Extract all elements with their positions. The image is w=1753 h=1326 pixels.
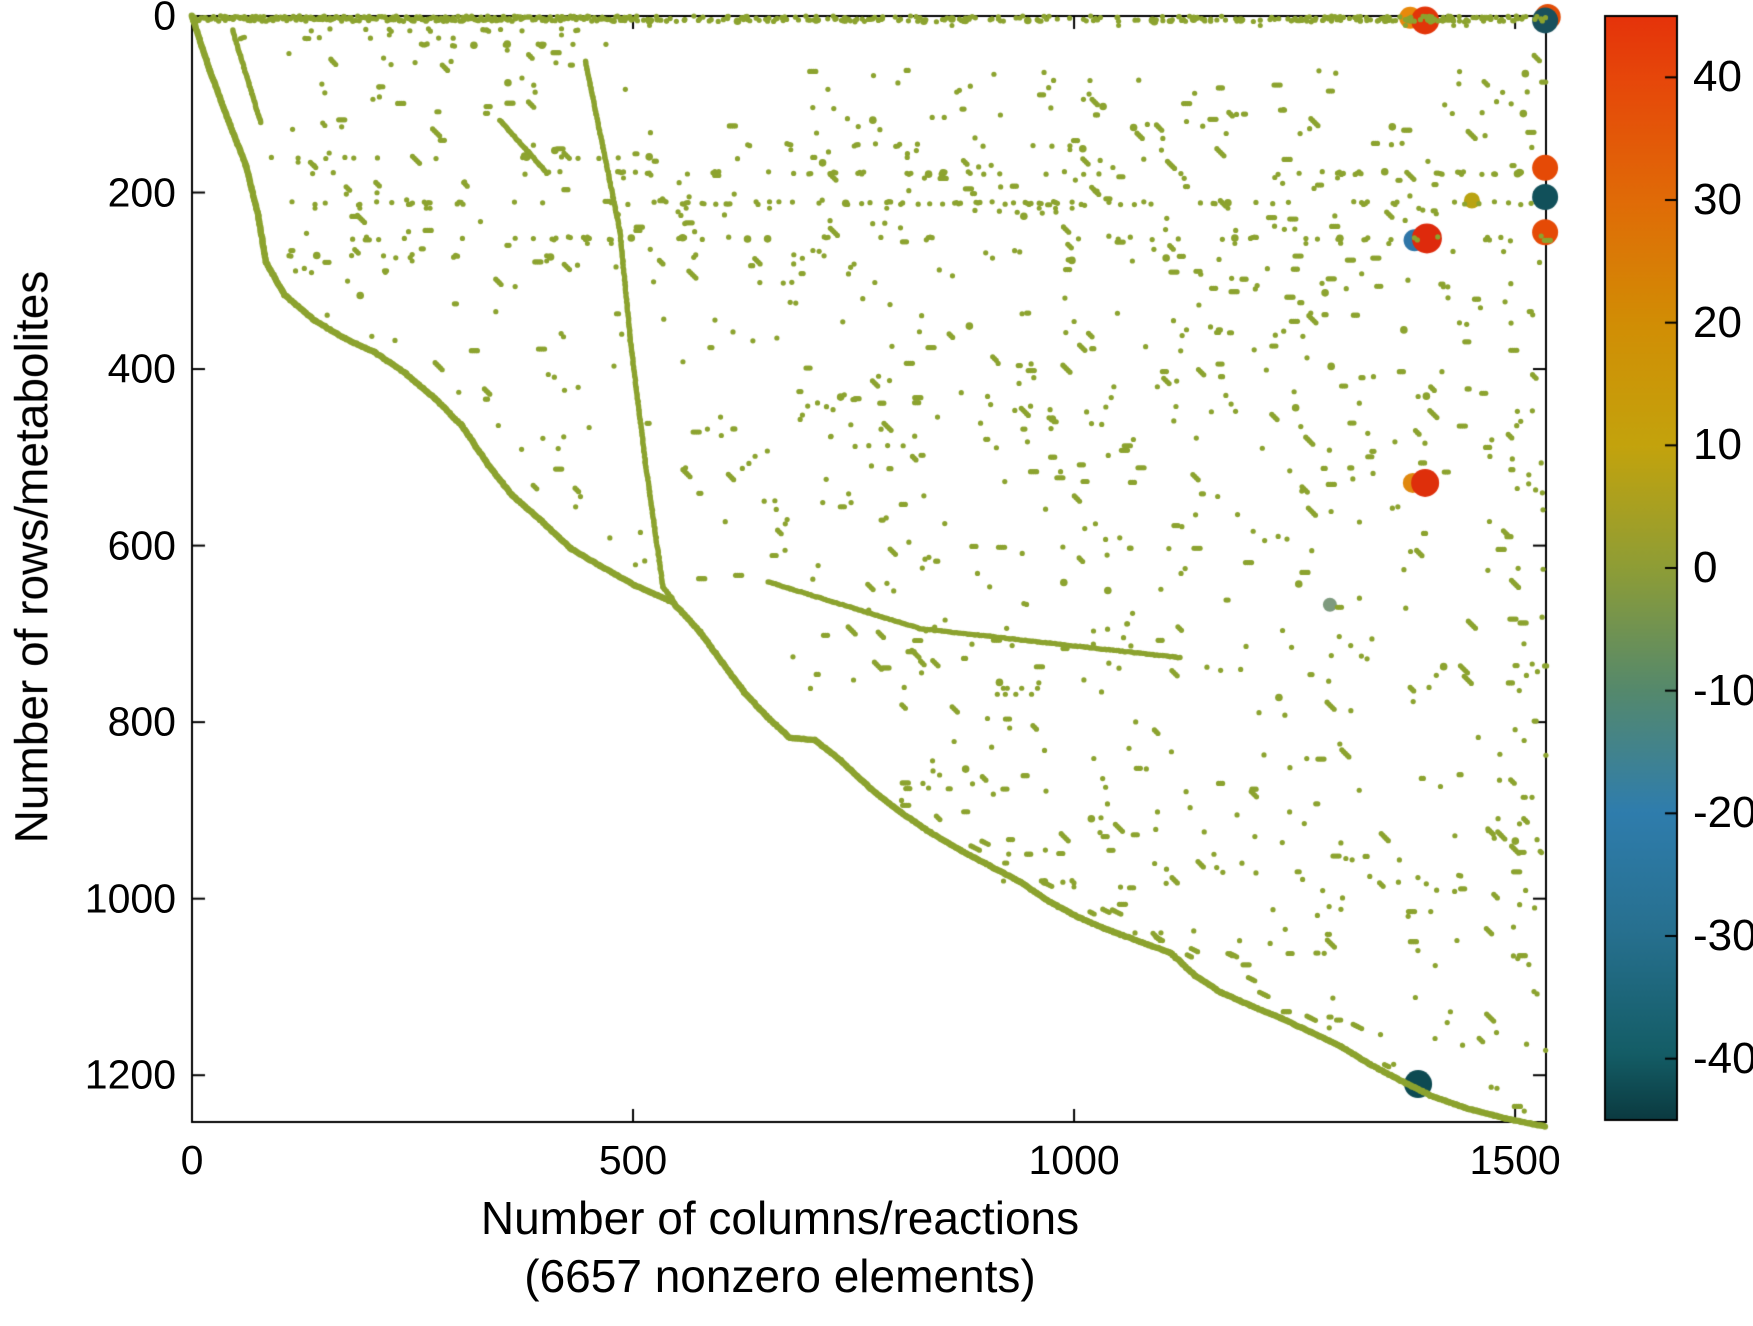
colorbar-tick-label: 30 [1693,175,1742,224]
colorbar-tick-label: 0 [1693,543,1718,592]
x-axis-label-block: Number of columns/reactions (6657 nonzer… [481,1190,1079,1305]
y-tick-label: 1200 [84,1051,176,1098]
x-tick-label: 500 [598,1137,668,1183]
x-tick-label: 1500 [1469,1137,1561,1183]
y-tick-label: 800 [107,698,176,745]
y-tick-label: 1000 [84,875,176,922]
y-tick-label: 400 [107,345,176,392]
colorbar-tick-label: 10 [1693,420,1742,470]
x-tick-label: 0 [180,1137,204,1183]
y-tick-label: 600 [107,522,176,569]
colorbar-tick-label: -20 [1693,788,1753,838]
x-axis-label-note: (6657 nonzero elements) [524,1249,1036,1302]
x-axis-label: Number of columns/reactions [480,1192,1080,1244]
y-tick-label: 0 [153,0,176,39]
colorbar-tick-label: -40 [1693,1033,1753,1083]
x-tick-label: 1000 [1028,1137,1120,1183]
colorbar-tick-label: 20 [1693,297,1742,347]
y-axis-label: Number of rows/metabolites [5,270,58,844]
y-tick-label: 200 [107,169,176,216]
colorbar-tick-label: -10 [1693,665,1753,715]
colorbar-tick-label: -30 [1693,911,1753,960]
colorbar-tick-label: 40 [1693,52,1742,102]
